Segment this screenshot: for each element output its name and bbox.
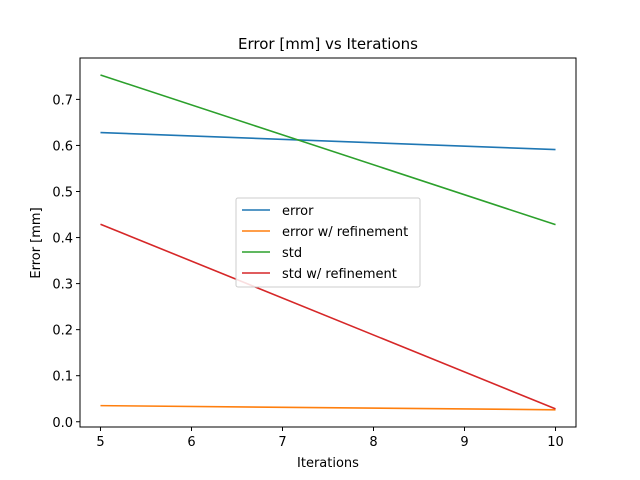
series-line-3 [100, 223, 556, 410]
x-tick-label: 9 [460, 435, 468, 450]
legend-label: std w/ refinement [282, 267, 397, 282]
series-line-2 [100, 74, 556, 226]
legend: error error w/ refinement std std w/ refine… [235, 197, 421, 288]
y-tick-label: 0.3 [52, 278, 73, 293]
x-tick-label: 8 [369, 435, 377, 450]
y-tick-label: 0.5 [52, 185, 73, 200]
y-axis: 0.0 0.1 0.2 0.3 0.4 0.5 0.6 0.7 [52, 93, 80, 431]
series-line-1 [100, 404, 556, 411]
y-tick-label: 0.6 [52, 139, 73, 154]
chart-title: Error [mm] vs Iterations [238, 35, 418, 53]
x-tick-label: 7 [278, 435, 286, 450]
x-axis-title: Iterations [297, 456, 359, 471]
legend-label: error w/ refinement [282, 225, 408, 240]
y-axis-title: Error [mm] [29, 207, 44, 278]
y-tick-label: 0.2 [52, 324, 73, 339]
x-tick-label: 5 [96, 435, 104, 450]
y-tick-label: 0.0 [52, 416, 73, 431]
series-line-0 [100, 131, 556, 151]
y-tick-label: 0.7 [52, 93, 73, 108]
x-tick-label: 10 [547, 435, 564, 450]
y-tick-label: 0.4 [52, 232, 73, 247]
x-tick-label: 6 [187, 435, 195, 450]
x-axis: 5 6 7 8 9 10 [96, 427, 564, 450]
legend-label: std [282, 246, 302, 261]
y-tick-label: 0.1 [52, 370, 73, 385]
legend-label: error [282, 204, 314, 219]
plot-area [100, 74, 556, 411]
legend-box [235, 197, 421, 288]
plot-frame [79, 57, 577, 428]
